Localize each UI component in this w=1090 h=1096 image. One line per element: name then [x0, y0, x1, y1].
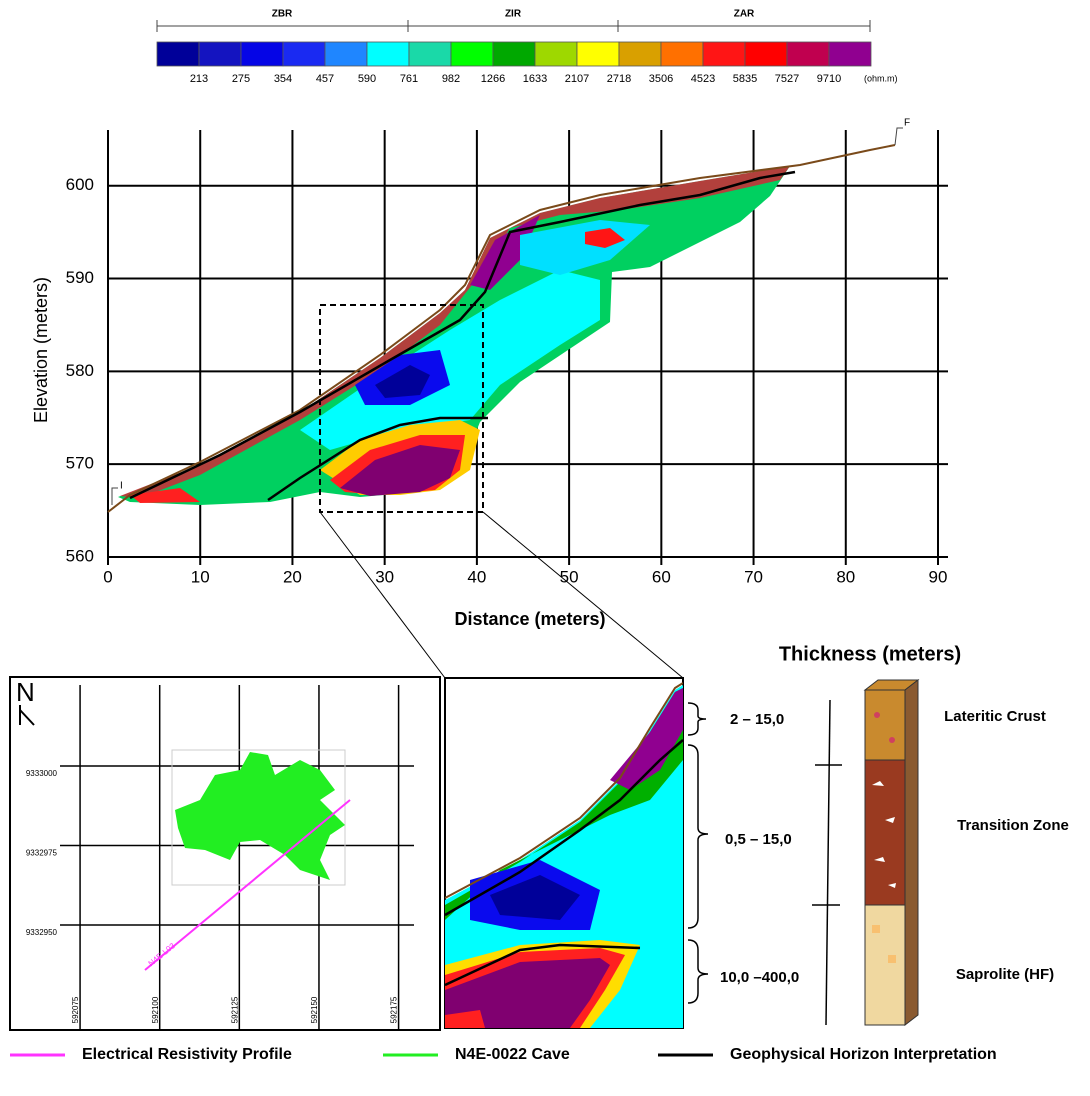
color-swatch — [408, 41, 452, 67]
map-y-label: 9332975 — [26, 849, 58, 858]
y-tick-label: 580 — [66, 361, 94, 380]
zone-bracket — [156, 20, 871, 32]
legend-label: Geophysical Horizon Interpretation — [730, 1046, 997, 1063]
y-tick-label: 570 — [66, 454, 94, 473]
color-bar-label: 4523 — [691, 73, 715, 85]
color-bar-label: 3506 — [649, 73, 673, 85]
start-label: I — [120, 481, 123, 492]
color-swatch — [576, 41, 620, 67]
color-bar-label: 2718 — [607, 73, 631, 85]
x-tick-label: 20 — [283, 567, 302, 586]
color-bar-label: 590 — [358, 73, 376, 85]
x-tick-label: 90 — [929, 567, 948, 586]
color-swatch — [240, 41, 284, 67]
color-swatch — [828, 41, 872, 67]
north-label: N — [16, 677, 35, 707]
profile-line — [144, 799, 351, 971]
map-extent — [171, 749, 346, 886]
y-axis-label: Elevation (meters) — [31, 277, 51, 423]
color-bar-label: 2107 — [565, 73, 589, 85]
y-tick-label: 590 — [66, 268, 94, 287]
map-y-label: 9333000 — [26, 769, 58, 778]
thickness-brackets — [687, 699, 842, 1026]
x-tick-label: 10 — [191, 567, 210, 586]
inset-section — [445, 682, 683, 1028]
soil-column — [863, 678, 920, 1027]
color-swatch — [618, 41, 662, 67]
thickness-label: 10,0 –400,0 — [720, 969, 799, 986]
x-tick-label: 40 — [467, 567, 486, 586]
color-swatch — [282, 41, 326, 67]
map-y-label: 9332950 — [26, 928, 58, 937]
x-tick-label: 80 — [836, 567, 855, 586]
color-bar-label: 1266 — [481, 73, 505, 85]
zone-label: ZBR — [272, 9, 293, 20]
color-swatch — [786, 41, 830, 67]
color-swatch — [324, 41, 368, 67]
map-x-label: 592175 — [390, 996, 399, 1023]
zoom-box — [319, 304, 484, 513]
color-swatch — [492, 41, 536, 67]
map-grid: 592075 592100 592125 592150 592175 9333000 933… — [26, 685, 414, 1030]
layer-name: Saprolite (HF) — [956, 966, 1054, 983]
legend-label: N4E-0022 Cave — [455, 1046, 570, 1063]
end-label: F — [904, 118, 910, 129]
legend: Electrical Resistivity Profile N4E-0022 C… — [10, 1046, 997, 1063]
thickness-label: 2 – 15,0 — [730, 711, 784, 728]
color-swatch — [450, 41, 494, 67]
color-swatch — [198, 41, 242, 67]
x-axis-label: Distance (meters) — [454, 609, 605, 629]
color-swatch — [534, 41, 578, 67]
legend-label: Electrical Resistivity Profile — [82, 1046, 292, 1063]
color-bar-label: 761 — [400, 73, 418, 85]
color-bar-label: 354 — [274, 73, 292, 85]
cave-outline — [175, 752, 345, 880]
thickness-label: 0,5 – 15,0 — [725, 831, 792, 848]
color-swatch — [156, 41, 200, 67]
layer-name: Transition Zone — [957, 817, 1069, 834]
zoom-connector — [482, 511, 684, 679]
y-tick-label: 600 — [66, 175, 94, 194]
color-bar-label: 5835 — [733, 73, 757, 85]
y-tick-label: 560 — [66, 546, 94, 565]
x-tick-label: 30 — [375, 567, 394, 586]
zone-label: ZIR — [505, 9, 522, 20]
north-arrow — [19, 705, 35, 726]
color-bar-label: 213 — [190, 73, 208, 85]
x-tick-label: 70 — [744, 567, 763, 586]
map-x-label: 592125 — [230, 996, 239, 1023]
map-x-label: 592100 — [151, 996, 160, 1023]
color-swatch — [660, 41, 704, 67]
color-bar-unit: (ohm.m) — [864, 73, 898, 83]
color-bar-label: 9710 — [817, 73, 841, 85]
color-bar: 213 275 354 457 590 761 982 1266 1633 2107 2718 350… — [156, 41, 872, 85]
layer-name: Lateritic Crust — [944, 708, 1046, 725]
resistivity-section — [107, 127, 903, 513]
color-swatch — [744, 41, 788, 67]
color-bar-label: 275 — [232, 73, 250, 85]
x-tick-label: 60 — [652, 567, 671, 586]
color-bar-label: 457 — [316, 73, 334, 85]
color-swatch — [702, 41, 746, 67]
zoom-connector — [319, 511, 446, 679]
x-tick-label: 50 — [560, 567, 579, 586]
color-bar-label: 982 — [442, 73, 460, 85]
color-bar-label: 1633 — [523, 73, 547, 85]
map-x-label: 592075 — [71, 996, 80, 1023]
zone-label: ZAR — [734, 9, 755, 20]
color-bar-label: 7527 — [775, 73, 799, 85]
x-tick-label: 0 — [103, 567, 112, 586]
map-x-label: 592150 — [310, 996, 319, 1023]
column-title: Thickness (meters) — [779, 643, 961, 665]
color-swatch — [366, 41, 410, 67]
